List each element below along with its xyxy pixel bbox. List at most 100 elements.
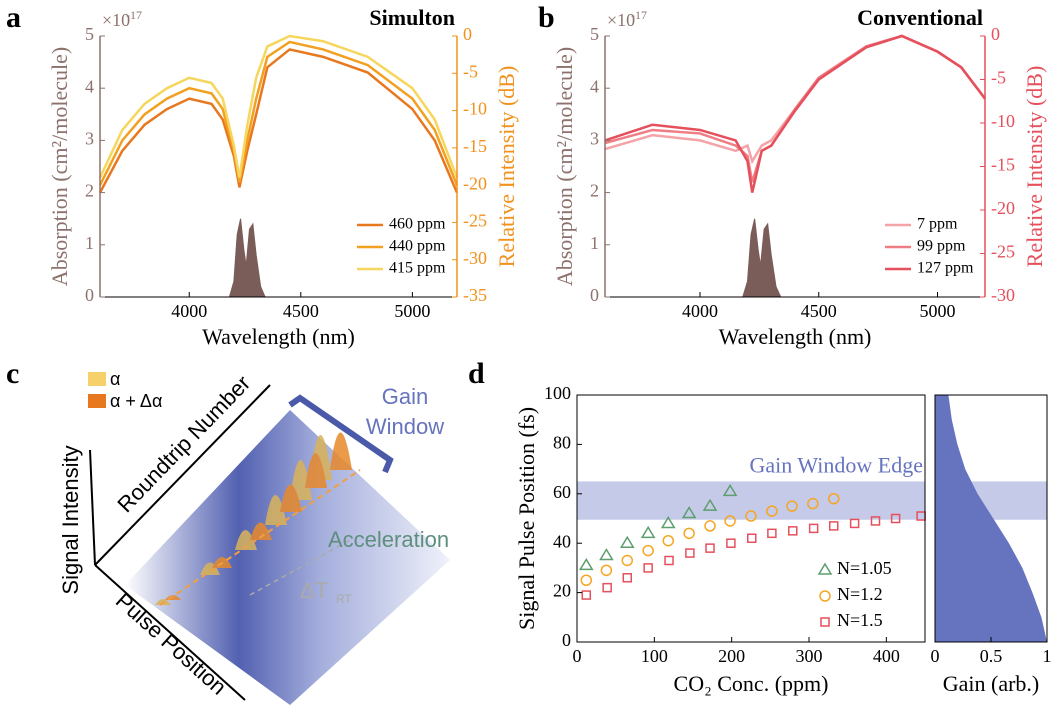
- y-tick-label: 80: [553, 433, 571, 453]
- point: [786, 500, 798, 512]
- x-tick-label: 4000: [682, 301, 718, 321]
- point: [705, 543, 715, 553]
- y-axis-label: Absorption (cm²/molecule): [47, 47, 72, 286]
- bracket: [288, 394, 394, 474]
- point: [820, 617, 830, 627]
- x-tick-label: 4000: [171, 301, 207, 321]
- spectrum-line: [604, 34, 986, 165]
- point: [827, 492, 840, 505]
- y2-tick-label: -15: [991, 155, 1015, 175]
- y-tick-label: 3: [590, 129, 599, 149]
- point: [660, 515, 676, 529]
- x-tick-label: 0.5: [980, 646, 1003, 666]
- x-axis-label: Wavelength (nm): [719, 324, 872, 349]
- y-scale-exponent: -17: [631, 8, 647, 22]
- y-tick-label: 40: [553, 531, 571, 551]
- point: [619, 535, 635, 548]
- y2-tick-label: -10: [991, 111, 1015, 131]
- point: [664, 555, 674, 566]
- y-tick-label: 60: [553, 482, 571, 502]
- gain-area: [935, 395, 1047, 642]
- absorption-area: [228, 218, 266, 298]
- legend-label: α + Δα: [110, 391, 162, 411]
- y2-tick-label: -30: [463, 248, 487, 268]
- y2-tick-label: -20: [463, 173, 487, 193]
- x-axis-label: Wavelength (nm): [202, 324, 355, 349]
- legend-label: 440 ppm: [389, 238, 446, 255]
- y-tick-label: 1: [590, 233, 599, 253]
- absorption-area: [742, 218, 782, 298]
- y-tick-label: 4: [85, 76, 94, 96]
- point: [622, 573, 633, 583]
- point: [724, 515, 736, 527]
- y-tick-label: 4: [590, 76, 599, 96]
- gain-window-label: Gain: [382, 384, 428, 409]
- legend-label: 460 ppm: [389, 216, 446, 233]
- x-tick-label: 100: [641, 646, 668, 666]
- point: [745, 510, 757, 522]
- x-tick-label: 1: [1043, 646, 1052, 666]
- point: [599, 548, 614, 561]
- legend-label: N=1.2: [837, 584, 883, 604]
- y-tick-label: 100: [544, 383, 571, 403]
- point: [828, 521, 839, 531]
- gain-window-label: Window: [366, 414, 444, 439]
- axis-label: Signal Intensity: [58, 445, 83, 594]
- point: [581, 590, 592, 600]
- x-tick-label: 5000: [920, 301, 956, 321]
- y2-tick-label: 0: [991, 24, 1000, 44]
- y2-axis-label: Relative Intensity (dB): [494, 66, 519, 268]
- point: [578, 557, 594, 571]
- legend-label: 415 ppm: [389, 260, 446, 277]
- legend-label: 127 ppm: [917, 260, 974, 277]
- point: [642, 544, 654, 557]
- y2-tick-label: -25: [991, 242, 1015, 262]
- point: [747, 533, 757, 544]
- delta-line: [249, 539, 351, 596]
- axis: [89, 449, 96, 566]
- y-tick-label: 0: [562, 630, 571, 650]
- panel-label: d: [468, 357, 485, 390]
- legend-label: N=1.05: [837, 558, 892, 578]
- delta-label: ΔT: [300, 578, 328, 603]
- x-tick-label: 0: [573, 646, 582, 666]
- legend-label: 7 ppm: [917, 216, 958, 233]
- y-tick-label: 0: [85, 285, 94, 305]
- axis: [94, 564, 246, 701]
- point: [580, 574, 593, 586]
- point: [870, 516, 881, 526]
- chart-title: Conventional: [857, 5, 983, 30]
- point: [722, 483, 738, 497]
- diagram: α α + Δα Signal Intensity Roundtrip Numb…: [58, 369, 450, 705]
- y-scale-exponent: -17: [126, 8, 142, 22]
- x-tick-label: 4500: [283, 301, 319, 321]
- legend-label: N=1.5: [837, 610, 883, 630]
- axis: [94, 384, 271, 566]
- x-tick-label: 5000: [394, 301, 430, 321]
- point: [819, 590, 831, 602]
- y2-tick-label: 0: [463, 24, 472, 44]
- x-tick-label: 300: [796, 646, 823, 666]
- point: [600, 564, 613, 577]
- point: [640, 525, 656, 539]
- point: [683, 527, 695, 540]
- y2-tick-label: -10: [463, 99, 487, 119]
- y2-tick-label: -5: [991, 68, 1006, 88]
- point: [726, 538, 736, 548]
- x-axis-label: CO₂ Conc. (ppm): [674, 671, 829, 696]
- x-tick-label: 4500: [801, 301, 837, 321]
- spectrum-line: [98, 48, 459, 194]
- y2-tick-label: -5: [463, 61, 478, 81]
- point: [643, 563, 653, 573]
- y-tick-label: 5: [590, 24, 599, 44]
- spectrum-line: [604, 34, 986, 193]
- point: [621, 554, 634, 567]
- point: [766, 505, 778, 517]
- x-tick-label: 400: [873, 646, 900, 666]
- y-tick-label: 2: [85, 181, 94, 201]
- point: [890, 513, 901, 524]
- spectrum-line: [98, 34, 459, 179]
- point: [808, 523, 819, 534]
- point: [662, 534, 675, 547]
